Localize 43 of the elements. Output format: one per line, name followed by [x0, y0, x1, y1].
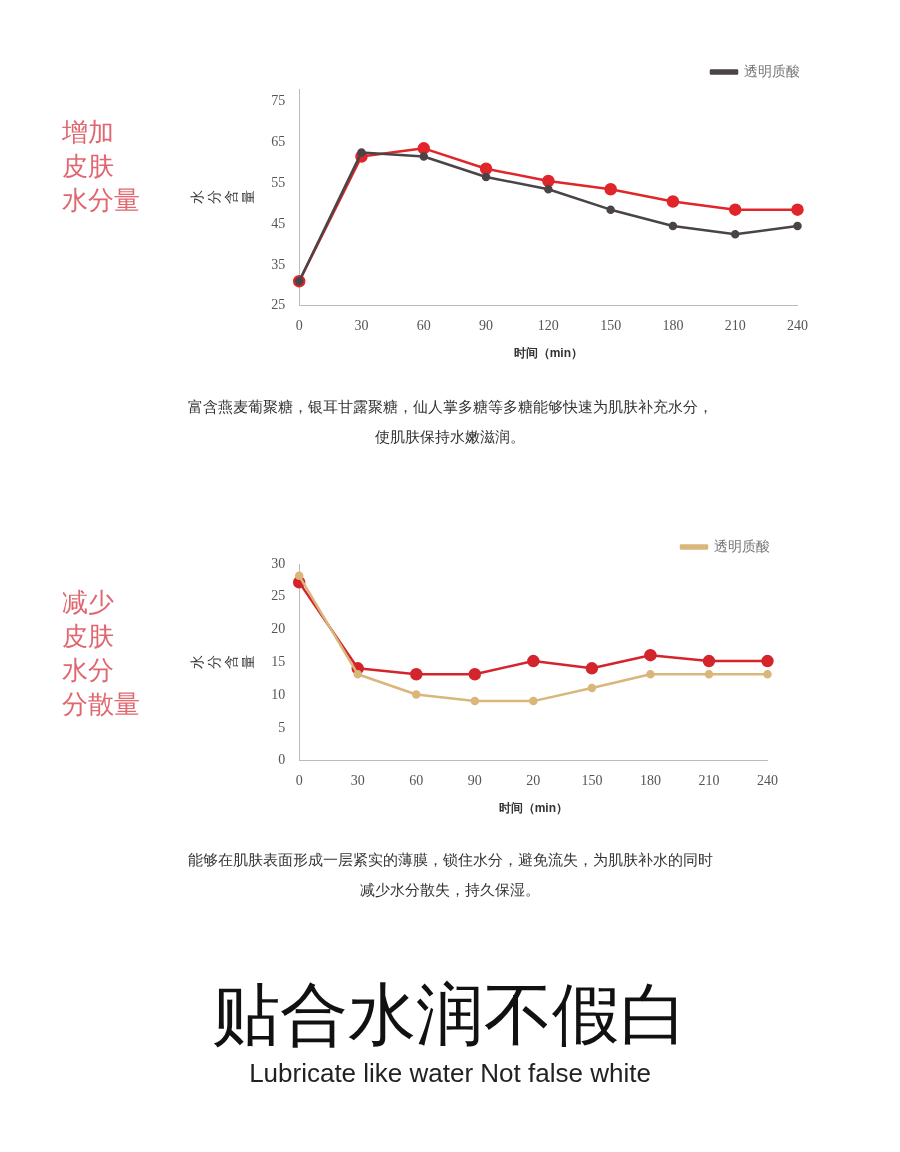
x-tick-label: 210 — [698, 772, 720, 788]
text: 富含燕麦葡聚糖，银耳甘露聚糖，仙人掌多糖等多糖能够快速为肌肤补充水分，使肌肤保持水嫩滋润。 — [186, 397, 714, 448]
y-tick-label: 20 — [271, 621, 286, 637]
x-tick-label: 30 — [354, 317, 369, 333]
x-axis-title: 时间（min） — [513, 346, 584, 361]
text: 能够在肌肤表面形成一层紧实的薄膜，锁住水分，避免流失，为肌肤补水的同时减少水分散失，持久保湿。 — [186, 850, 714, 901]
legend-label: 透明质酸 — [714, 537, 770, 554]
x-tick-label: 150 — [600, 317, 622, 333]
y-tick-label: 45 — [271, 215, 286, 231]
x-tick-label: 240 — [757, 772, 778, 788]
y-tick-label: 15 — [271, 654, 286, 670]
y-tick-label: 75 — [271, 92, 286, 108]
y-tick-label: 10 — [271, 686, 286, 702]
y-axis-title: 水分含量 — [189, 190, 256, 205]
x-tick-label: 0 — [295, 772, 303, 788]
x-tick-label: 90 — [479, 317, 494, 333]
y-axis-title: 水分含量 — [189, 655, 256, 670]
y-tick-label: 5 — [278, 719, 286, 735]
x-tick-label: 180 — [662, 317, 684, 333]
y-tick-label: 25 — [271, 297, 286, 313]
x-tick-label: 210 — [724, 317, 746, 333]
x-tick-label: 60 — [416, 317, 431, 333]
y-tick-label: 55 — [271, 174, 286, 190]
x-tick-label: 120 — [537, 317, 559, 333]
text: 贴合水润不假白 — [212, 975, 688, 1054]
x-tick-label: 240 — [787, 317, 808, 333]
x-tick-label: 180 — [639, 772, 661, 788]
text: 增加皮肤水分量 — [62, 116, 140, 217]
legend-label: 透明质酸 — [744, 62, 800, 79]
text: Lubricate like water Not false white — [248, 1058, 652, 1089]
y-tick-label: 65 — [271, 133, 286, 149]
x-tick-label: 20 — [526, 772, 541, 788]
x-tick-label: 30 — [350, 772, 365, 788]
x-tick-label: 60 — [409, 772, 424, 788]
x-axis-title: 时间（min） — [498, 801, 569, 816]
y-tick-label: 25 — [271, 588, 286, 604]
y-tick-label: 30 — [271, 555, 286, 571]
text: 减少皮肤水分分散量 — [62, 586, 140, 721]
x-tick-label: 150 — [581, 772, 603, 788]
x-tick-label: 0 — [295, 317, 303, 333]
x-tick-label: 90 — [467, 772, 482, 788]
y-tick-label: 0 — [278, 752, 286, 768]
y-tick-label: 35 — [271, 256, 286, 272]
